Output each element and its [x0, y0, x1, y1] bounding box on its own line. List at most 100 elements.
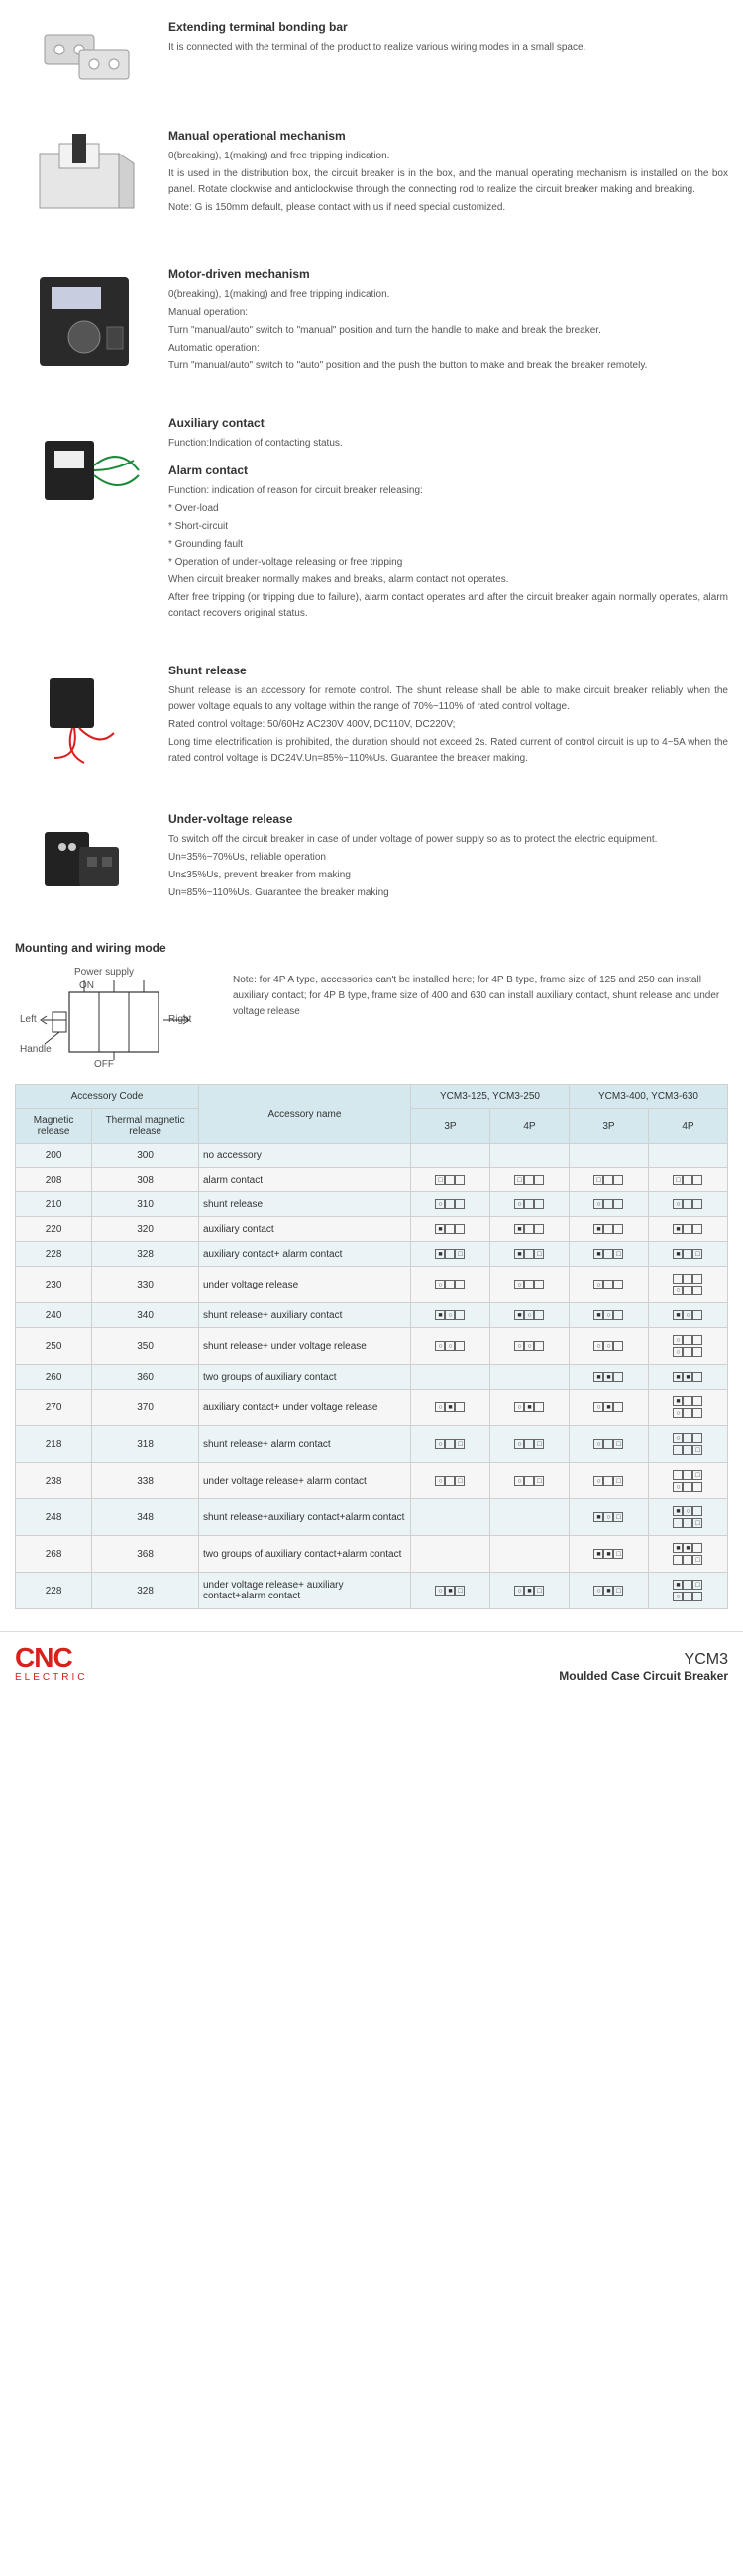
section-4: Shunt release Shunt release is an accesso… — [0, 644, 743, 792]
cell-magnetic: 260 — [16, 1365, 92, 1390]
section-title: Manual operational mechanism — [168, 129, 728, 143]
cell-symbol: □ — [648, 1168, 727, 1192]
cell-symbol: ○ — [569, 1267, 648, 1303]
section-image — [15, 129, 154, 228]
cell-symbol: ■ — [410, 1217, 489, 1242]
cell-symbol: ○□ — [648, 1426, 727, 1463]
cell-symbol: ○□ — [569, 1463, 648, 1499]
cell-symbol: ○■ — [410, 1390, 489, 1426]
cell-symbol: ■ — [489, 1217, 569, 1242]
cell-symbol: ■■ — [648, 1365, 727, 1390]
table-row: 230330under voltage release○○○○ — [16, 1267, 728, 1303]
cell-magnetic: 248 — [16, 1499, 92, 1536]
cell-accname: shunt release+ under voltage release — [199, 1328, 411, 1365]
cell-magnetic: 228 — [16, 1573, 92, 1609]
section-content: Auxiliary contactFunction:Indication of … — [168, 416, 728, 624]
section-title: Shunt release — [168, 664, 728, 677]
cell-accname: shunt release+ auxiliary contact — [199, 1303, 411, 1328]
cell-thermal: 370 — [92, 1390, 199, 1426]
cell-symbol: ■○ — [648, 1390, 727, 1426]
section-image — [15, 267, 154, 376]
cell-magnetic: 220 — [16, 1217, 92, 1242]
logo-sub: ELECTRIC — [15, 1672, 87, 1683]
table-row: 208308alarm contact□□□□ — [16, 1168, 728, 1192]
cell-symbol: ■○□ — [569, 1499, 648, 1536]
cell-symbol: ○ — [410, 1192, 489, 1217]
table-row: 238338under voltage release+ alarm conta… — [16, 1463, 728, 1499]
footer: CNC ELECTRIC YCM3 Moulded Case Circuit B… — [0, 1631, 743, 1700]
cell-accname: auxiliary contact — [199, 1217, 411, 1242]
table-row: 250350shunt release+ under voltage relea… — [16, 1328, 728, 1365]
cell-accname: auxiliary contact+ under voltage release — [199, 1390, 411, 1426]
section-text: To switch off the circuit breaker in cas… — [168, 832, 728, 901]
cell-symbol — [489, 1144, 569, 1168]
section-content: Manual operational mechanism 0(breaking),… — [168, 129, 728, 228]
cell-thermal: 360 — [92, 1365, 199, 1390]
table-row: 200300no accessory — [16, 1144, 728, 1168]
logo-main: CNC — [15, 1644, 72, 1672]
cell-symbol: ■ — [648, 1217, 727, 1242]
cell-symbol: ○ — [489, 1267, 569, 1303]
cell-symbol: ○ — [569, 1192, 648, 1217]
cell-thermal: 350 — [92, 1328, 199, 1365]
section-5: Under-voltage releaseTo switch off the c… — [0, 792, 743, 931]
cell-thermal: 300 — [92, 1144, 199, 1168]
cell-symbol: ■○ — [489, 1303, 569, 1328]
footer-desc: Moulded Case Circuit Breaker — [559, 1669, 728, 1683]
cell-accname: auxiliary contact+ alarm contact — [199, 1242, 411, 1267]
cell-symbol: ○■□ — [569, 1573, 648, 1609]
subsection-text: Function: indication of reason for circu… — [168, 483, 728, 622]
cell-accname: shunt release — [199, 1192, 411, 1217]
section-text: Shunt release is an accessory for remote… — [168, 683, 728, 767]
svg-text:Handle: Handle — [20, 1044, 52, 1055]
cell-symbol: ■○□ — [648, 1499, 727, 1536]
cell-symbol: ○□ — [489, 1463, 569, 1499]
cell-symbol: ■□ — [410, 1242, 489, 1267]
cell-symbol: ○■□ — [489, 1573, 569, 1609]
cell-magnetic: 228 — [16, 1242, 92, 1267]
cell-symbol: ○○ — [489, 1328, 569, 1365]
cell-thermal: 328 — [92, 1242, 199, 1267]
cell-thermal: 318 — [92, 1426, 199, 1463]
cell-accname: alarm contact — [199, 1168, 411, 1192]
table-row: 220320auxiliary contact■■■■ — [16, 1217, 728, 1242]
cell-symbol: ■■ — [569, 1365, 648, 1390]
cell-magnetic: 270 — [16, 1390, 92, 1426]
cell-symbol — [489, 1365, 569, 1390]
mounting-diagram: Power supply ON Left Right Handle OFF — [15, 963, 213, 1075]
cell-accname: under voltage release+ auxiliary contact… — [199, 1573, 411, 1609]
section-3: Auxiliary contactFunction:Indication of … — [0, 396, 743, 644]
cell-symbol: □○ — [648, 1463, 727, 1499]
cell-symbol: ○■□ — [410, 1573, 489, 1609]
cell-magnetic: 250 — [16, 1328, 92, 1365]
hdr-accessory-name: Accessory name — [199, 1085, 411, 1144]
cell-symbol — [410, 1499, 489, 1536]
cell-magnetic: 240 — [16, 1303, 92, 1328]
hdr-4p-2: 4P — [648, 1109, 727, 1144]
section-content: Extending terminal bonding barIt is conn… — [168, 20, 728, 89]
svg-text:ON: ON — [79, 980, 94, 991]
cell-magnetic: 210 — [16, 1192, 92, 1217]
hdr-magnetic: Magnetic release — [16, 1109, 92, 1144]
cell-thermal: 368 — [92, 1536, 199, 1573]
cell-accname: no accessory — [199, 1144, 411, 1168]
cell-symbol: ○○ — [648, 1328, 727, 1365]
cell-symbol: □ — [569, 1168, 648, 1192]
svg-text:Left: Left — [20, 1014, 37, 1025]
cell-symbol: ○□ — [489, 1426, 569, 1463]
cell-symbol: ■■□ — [569, 1536, 648, 1573]
cell-symbol: ○ — [648, 1267, 727, 1303]
hdr-4p-1: 4P — [489, 1109, 569, 1144]
section-text: 0(breaking), 1(making) and free tripping… — [168, 149, 728, 216]
section-content: Under-voltage releaseTo switch off the c… — [168, 812, 728, 911]
hdr-3p-2: 3P — [569, 1109, 648, 1144]
cell-symbol — [410, 1144, 489, 1168]
section-title: Auxiliary contact — [168, 416, 728, 430]
section-1: Manual operational mechanism 0(breaking),… — [0, 109, 743, 248]
cell-thermal: 320 — [92, 1217, 199, 1242]
hdr-3p-1: 3P — [410, 1109, 489, 1144]
cell-symbol: ○○ — [569, 1328, 648, 1365]
cell-symbol: □ — [489, 1168, 569, 1192]
cell-thermal: 340 — [92, 1303, 199, 1328]
table-row: 218318shunt release+ alarm contact○□○□○□… — [16, 1426, 728, 1463]
